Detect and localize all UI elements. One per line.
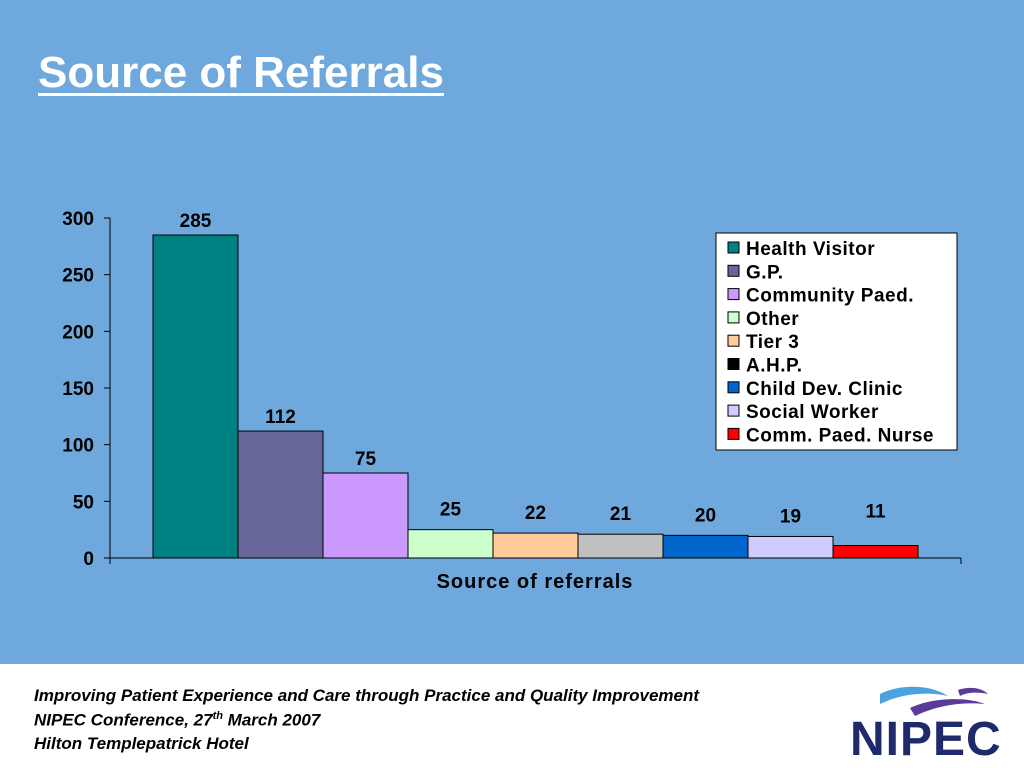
legend-swatch [727,334,740,347]
legend-label: G.P. [746,262,784,283]
legend-swatch [727,241,740,254]
logo-text: NIPEC [850,713,1002,766]
data-label: 285 [180,211,212,232]
y-tick-label: 0 [83,549,94,570]
data-label: 11 [865,502,886,523]
bar-tier-3 [492,532,579,559]
y-tick-label: 300 [62,209,94,230]
bar-other [407,529,494,559]
legend-label: Community Paed. [746,286,914,307]
legend-label: Tier 3 [746,332,799,353]
footer: Improving Patient Experience and Care th… [0,664,1024,768]
data-label: 22 [525,503,546,524]
slide-title: Source of Referrals [38,48,444,97]
data-label: 75 [355,449,377,470]
y-tick-label: 50 [73,492,94,513]
legend-label: Social Worker [746,402,879,423]
y-tick-label: 100 [62,436,94,457]
chart-bars [152,234,919,559]
bar-comm-paed-nurse [832,545,919,559]
legend-label: Health Visitor [746,239,875,260]
legend-label: Child Dev. Clinic [746,379,903,400]
footer-line-3: Hilton Templepatrick Hotel [34,734,249,753]
footer-line-2-suffix: March 2007 [222,710,321,730]
data-label: 112 [265,407,296,428]
y-tick-label: 150 [62,379,94,400]
bar-g-p [237,430,324,559]
bar-health-visitor [152,234,239,559]
x-axis-label: Source of referrals [437,571,634,593]
bar-social-worker [747,535,834,559]
legend-swatch [727,311,740,324]
y-tick-label: 200 [62,322,94,343]
bar-community-paed [322,472,409,559]
legend-swatch [727,404,740,417]
bar-a-h-p [577,533,664,559]
data-label: 25 [440,500,462,521]
legend-swatch [727,288,740,301]
legend-swatch [727,264,740,277]
legend-swatch [727,381,740,394]
nipec-logo: NIPEC [850,682,1020,766]
chart-axes: 0 50 100 150 200 250 300 [62,209,962,570]
legend-swatch [727,358,740,370]
y-tick-label: 250 [62,266,94,287]
footer-line-2-sup: th [212,710,223,722]
bar-child-dev-clinic [662,534,749,559]
data-label: 20 [695,505,716,526]
logo-swoosh-icon [880,686,988,716]
data-label: 21 [610,504,632,525]
legend-swatch [727,427,740,440]
legend-label: Other [746,309,799,330]
chart-data-labels: 285 112 75 25 22 21 20 19 11 [180,211,886,527]
legend-box [715,232,958,451]
legend-label: A.H.P. [746,356,803,377]
footer-line-1: Improving Patient Experience and Care th… [34,686,700,705]
footer-line-2-prefix: NIPEC Conference, 27 [34,710,213,730]
legend-label: Comm. Paed. Nurse [746,425,934,446]
footer-line-2: NIPEC Conference, 27th March 2007 [34,710,320,731]
data-label: 19 [780,506,801,527]
